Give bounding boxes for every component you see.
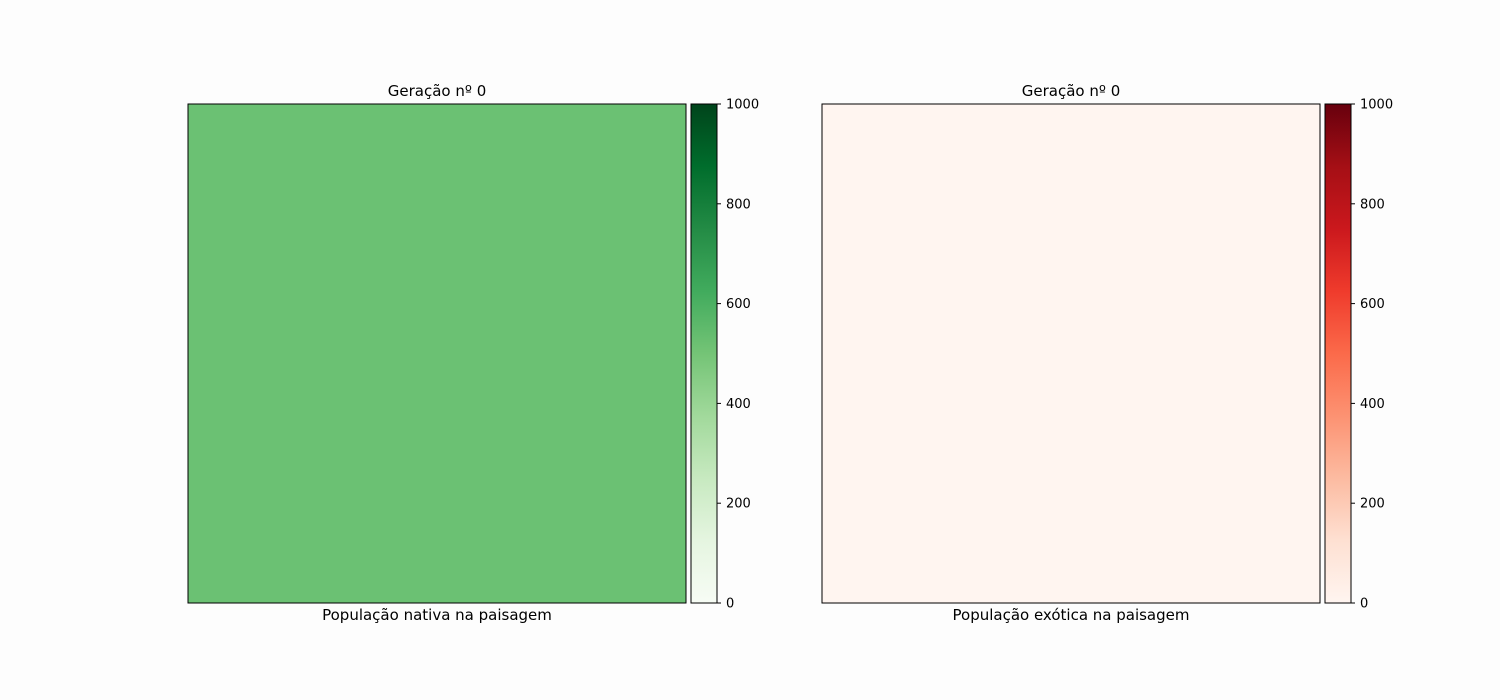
- native-colorbar: 0 200 400 600 800 1000: [690, 98, 759, 612]
- native-xlabel: População nativa na paisagem: [322, 606, 552, 624]
- exotic-panel: Geração nº 0 População exótica na paisag…: [821, 82, 1393, 624]
- exotic-colorbar-tick-label: 600: [1360, 297, 1385, 312]
- exotic-colorbar-tick-label: 400: [1360, 397, 1385, 412]
- exotic-heatmap: [821, 103, 1321, 604]
- exotic-xlabel: População exótica na paisagem: [953, 606, 1190, 624]
- native-title: Geração nº 0: [388, 82, 486, 100]
- native-panel: Geração nº 0 População nativa na paisage…: [187, 82, 759, 624]
- exotic-colorbar-tick-label: 200: [1360, 497, 1385, 512]
- exotic-title: Geração nº 0: [1022, 82, 1120, 100]
- exotic-colorbar-tick-label: 800: [1360, 197, 1385, 212]
- exotic-colorbar-tick-label: 0: [1360, 597, 1368, 612]
- native-colorbar-gradient: [690, 103, 718, 604]
- native-colorbar-tick-label: 800: [726, 197, 751, 212]
- native-colorbar-tick-label: 600: [726, 297, 751, 312]
- native-heatmap: [187, 103, 687, 604]
- native-colorbar-tick-label: 200: [726, 497, 751, 512]
- exotic-colorbar-tick-label: 1000: [1360, 98, 1393, 113]
- native-colorbar-tick-label: 1000: [726, 98, 759, 113]
- native-colorbar-tick-label: 0: [726, 597, 734, 612]
- native-colorbar-tick-label: 400: [726, 397, 751, 412]
- exotic-colorbar: 0 200 400 600 800 1000: [1324, 98, 1393, 612]
- exotic-colorbar-gradient: [1324, 103, 1352, 604]
